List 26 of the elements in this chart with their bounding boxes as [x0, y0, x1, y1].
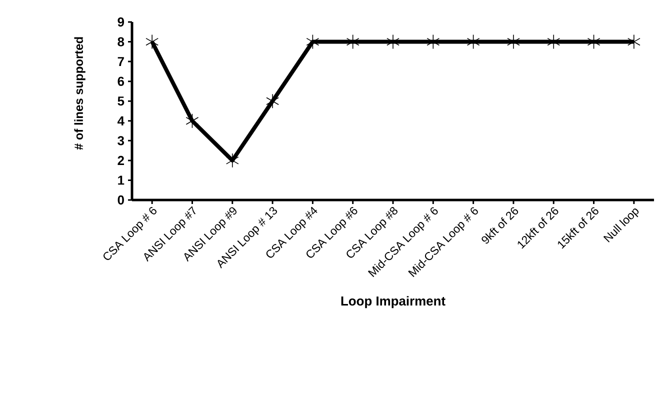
y-tick-label: 6 [118, 76, 124, 86]
point [547, 34, 560, 50]
y-tick-label: 1 [118, 176, 124, 185]
y-tick-label: 9 [118, 17, 124, 27]
point [386, 34, 400, 50]
point [306, 34, 320, 50]
point [627, 34, 640, 50]
point [266, 94, 279, 108]
y-axis-title: # of lines supported [74, 37, 86, 150]
point [226, 153, 239, 168]
point [426, 34, 440, 50]
y-tick-label: 4 [117, 116, 124, 126]
x-tick-label: 9kft of 26 [482, 207, 518, 244]
y-tick-label: 0 [118, 195, 124, 205]
y-tick-label: 5 [118, 96, 124, 106]
point [466, 34, 480, 50]
x-axis-title: Loop Impairment [341, 296, 446, 308]
point [146, 34, 159, 50]
y-tick-label: 3 [118, 136, 124, 146]
y-tick-label: 7 [118, 57, 124, 66]
point [587, 34, 600, 50]
y-tick-label: 8 [118, 37, 124, 46]
point [186, 114, 199, 128]
point [346, 34, 360, 50]
y-tick-label: 2 [118, 156, 124, 165]
point [507, 34, 520, 50]
